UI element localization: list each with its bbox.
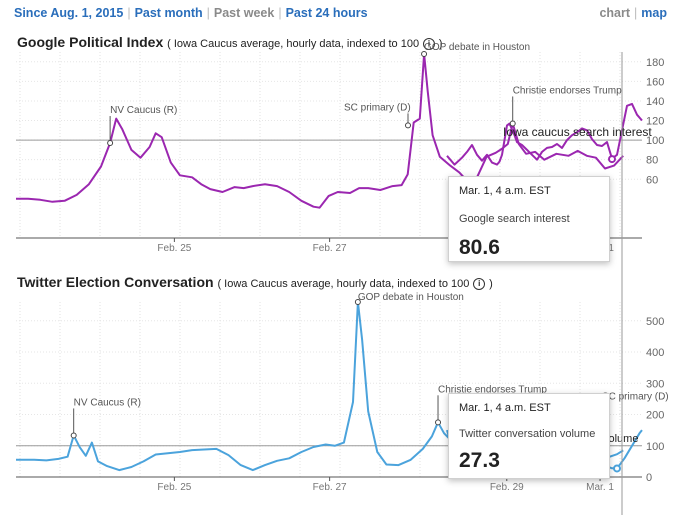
series-line-segment xyxy=(446,102,643,166)
baseline-label: volume xyxy=(603,433,638,445)
tooltip-label: Google search interest xyxy=(459,213,570,225)
info-icon[interactable]: i xyxy=(422,38,435,50)
annotation-point xyxy=(405,122,411,129)
range-past-month[interactable]: Past month xyxy=(134,6,203,20)
google-title-text: Google Political Index xyxy=(17,34,164,50)
annotation-label: NV Caucus (R) xyxy=(74,397,141,408)
y-tick-label: 300 xyxy=(646,378,664,390)
annotation-point xyxy=(421,50,428,57)
y-tick-label: 140 xyxy=(646,96,664,108)
twitter-subtitle: ( Iowa Caucus average, hourly data, inde… xyxy=(217,278,470,290)
nav-separator: | xyxy=(127,6,131,20)
annotation-point xyxy=(509,120,516,127)
baseline-label: Iowa caucus search interest xyxy=(503,125,652,139)
annotation-label: SC primary (D) xyxy=(344,102,411,113)
time-range-nav: Since Aug. 1, 2015 | Past month | Past week |… xyxy=(14,6,368,20)
view-map-link[interactable]: map xyxy=(641,6,667,20)
y-tick-label: 0 xyxy=(646,472,652,484)
annotation-label: NV Caucus (R) xyxy=(110,105,177,116)
annotation-label: GOP debate in Houston xyxy=(358,292,464,303)
annotation-label: GOP debate in Houston xyxy=(424,42,530,53)
annotation-point xyxy=(354,299,361,305)
range-past-24-hours[interactable]: Past 24 hours xyxy=(285,6,368,20)
twitter-subtitle-end: ) xyxy=(489,278,493,290)
google-chart-title: Google Political Index ( Iowa Caucus ave… xyxy=(17,34,443,50)
y-tick-label: 500 xyxy=(646,316,664,328)
annotation-point xyxy=(435,419,442,426)
tooltip-label: Twitter conversation volume xyxy=(459,428,596,440)
y-tick-label: 120 xyxy=(646,116,664,128)
y-tick-label: 180 xyxy=(646,57,664,69)
range-past-week[interactable]: Past week xyxy=(213,6,275,20)
range-since-aug[interactable]: Since Aug. 1, 2015 xyxy=(14,6,124,20)
google-tooltip: Mar. 1, 4 a.m. EST Google search interes… xyxy=(448,176,610,262)
tooltip-date: Mar. 1, 4 a.m. EST xyxy=(459,402,551,414)
annotation-label: Christie endorses Trump xyxy=(438,384,547,395)
y-tick-label: 160 xyxy=(646,76,664,88)
view-chart-link[interactable]: chart xyxy=(599,6,631,20)
x-tick-label: Feb. 27 xyxy=(313,243,347,254)
y-tick-label: 100 xyxy=(646,441,664,453)
nav-separator: | xyxy=(206,6,210,20)
tooltip-value: 27.3 xyxy=(459,449,500,472)
x-tick-label: Mar. 1 xyxy=(586,482,614,493)
y-tick-label: 80 xyxy=(646,155,658,167)
y-tick-label: 60 xyxy=(646,174,658,186)
nav-separator: | xyxy=(278,6,282,20)
twitter-title-text: Twitter Election Conversation xyxy=(17,274,214,290)
annotation-label: SC primary (D) xyxy=(602,392,669,403)
tooltip-value: 80.6 xyxy=(459,236,500,259)
hover-marker xyxy=(613,464,621,473)
nav-separator: | xyxy=(634,6,638,20)
y-tick-label: 400 xyxy=(646,347,664,359)
annotation-label: Christie endorses Trump xyxy=(513,85,622,96)
twitter-chart-title: Twitter Election Conversation ( Iowa Cau… xyxy=(17,274,493,290)
annotation-point xyxy=(107,140,114,147)
x-tick-label: Feb. 25 xyxy=(157,482,191,493)
x-tick-label: Feb. 29 xyxy=(490,482,524,493)
x-tick-label: Feb. 25 xyxy=(157,243,191,254)
hover-marker xyxy=(608,155,616,164)
y-tick-label: 200 xyxy=(646,410,664,422)
x-tick-label: Feb. 27 xyxy=(313,482,347,493)
twitter-tooltip: Mar. 1, 4 a.m. EST Twitter conversation … xyxy=(448,393,610,479)
info-icon[interactable]: i xyxy=(473,278,486,290)
tooltip-date: Mar. 1, 4 a.m. EST xyxy=(459,185,551,197)
y-tick-label: 100 xyxy=(646,135,664,147)
google-subtitle-end: ) xyxy=(438,38,443,50)
google-subtitle: ( Iowa Caucus average, hourly data, inde… xyxy=(167,38,420,50)
view-toggle: chart | map xyxy=(599,6,667,20)
annotation-point xyxy=(70,432,77,439)
